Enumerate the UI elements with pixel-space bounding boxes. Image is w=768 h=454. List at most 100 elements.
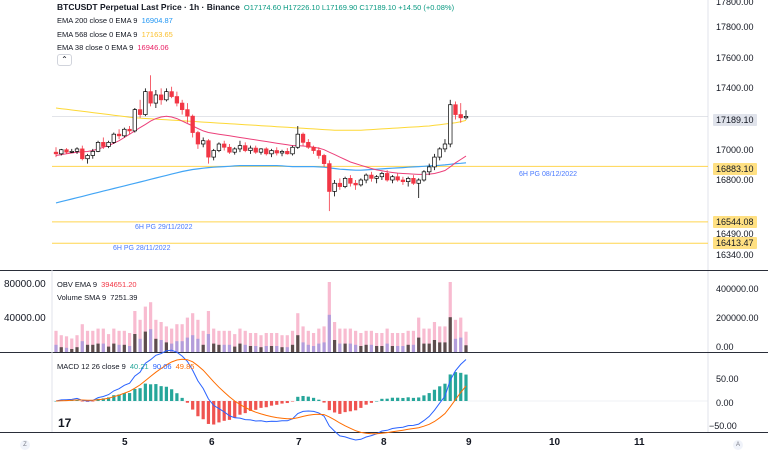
candle-down <box>411 178 416 184</box>
macd-histogram-bar <box>191 401 195 410</box>
time-tick: 7 <box>296 437 302 448</box>
level-price-badge: 16883.10 <box>713 163 757 175</box>
volume-overlay-bar <box>106 346 111 352</box>
macd-tick: 0.00 <box>716 398 734 408</box>
macd-histogram-bar <box>269 401 274 406</box>
candle-down <box>253 147 258 153</box>
price-tick: 17800.00 <box>716 0 754 7</box>
candle-up <box>463 115 469 119</box>
volume-overlay-bar <box>443 342 447 352</box>
candle-up <box>442 143 448 150</box>
legend-ema-200[interactable]: EMA 200 close 0 EMA 9 16904.87 <box>57 15 173 26</box>
volume-overlay-bar <box>343 343 347 352</box>
macd-histogram-bar <box>322 401 326 403</box>
timezone-corner-button[interactable]: Z <box>20 440 30 450</box>
volume-overlay-bar <box>138 338 142 352</box>
price-tick: 17600.00 <box>716 53 754 63</box>
legend-ema-38[interactable]: EMA 38 close 0 EMA 9 16946.06 <box>57 42 169 53</box>
candle-up <box>90 151 95 156</box>
ema-568-line <box>55 107 467 131</box>
legend-volume-sma[interactable]: Volume SMA 9 7251.39 <box>57 292 137 303</box>
price-tick: 16800.00 <box>716 175 754 185</box>
candle-up <box>448 104 453 145</box>
volume-bar <box>117 330 121 352</box>
volume-overlay-bar <box>122 344 126 352</box>
volume-bar <box>138 319 142 352</box>
volume-bar <box>385 328 389 352</box>
volume-bar <box>406 330 410 352</box>
macd-histogram-bar <box>154 384 158 401</box>
candle-down <box>222 143 227 148</box>
price-tick: 17400.00 <box>716 83 754 93</box>
volume-bar <box>143 306 147 352</box>
candle-down <box>300 133 306 143</box>
macd-histogram-bar <box>259 401 263 408</box>
volume-overlay-bar <box>396 346 400 352</box>
volume-bar <box>243 330 247 352</box>
volume-overlay-bar <box>285 347 289 352</box>
level-caption: 6H PG 08/12/2022 <box>519 171 577 178</box>
volume-bar <box>149 302 153 352</box>
level-caption: 6H PG 29/11/2022 <box>135 224 193 231</box>
tradingview-logo[interactable]: 17 <box>58 416 72 430</box>
candle-up <box>232 148 237 153</box>
level-price-badge: 16413.47 <box>713 237 757 249</box>
volume-overlay-bar <box>411 344 416 352</box>
legend-ema-568[interactable]: EMA 568 close 0 EMA 9 17163.65 <box>57 29 173 40</box>
volume-overlay-bar <box>348 343 352 352</box>
legend-collapse-button[interactable]: ⌃ <box>57 54 72 66</box>
candle-down <box>274 150 279 154</box>
macd-histogram-bar <box>306 396 310 401</box>
volume-overlay-bar <box>133 334 137 352</box>
volume-overlay-bar <box>327 314 331 352</box>
candle-down <box>400 179 406 182</box>
auto-scale-button[interactable]: A <box>733 440 743 450</box>
macd-histogram-bar <box>185 401 190 403</box>
candle-down <box>316 150 321 156</box>
macd-histogram-bar <box>348 401 352 412</box>
volume-bar <box>106 334 111 352</box>
macd-histogram-bar <box>117 394 121 401</box>
volume-bar <box>91 330 95 352</box>
ema-200-line <box>55 162 467 204</box>
candle-down <box>321 155 327 164</box>
time-tick: 10 <box>549 437 561 448</box>
volume-overlay-bar <box>280 347 284 352</box>
candle-down <box>353 182 358 186</box>
obv-tick: 400000.00 <box>716 284 759 294</box>
macd-histogram-bar <box>401 397 405 401</box>
macd-histogram-bar <box>80 401 84 402</box>
volume-overlay-bar <box>54 344 58 352</box>
volume-overlay-bar <box>143 331 147 352</box>
candle-down <box>227 146 232 153</box>
volume-overlay-bar <box>380 346 384 352</box>
legend-ema-200-value: 16904.87 <box>141 16 173 25</box>
volume-overlay-bar <box>59 347 63 352</box>
legend-ema-568-value: 17163.65 <box>141 30 173 39</box>
macd-histogram-bar <box>396 397 400 401</box>
volume-bar <box>185 317 190 352</box>
volume-overlay-bar <box>170 343 174 352</box>
volume-overlay-bar <box>390 346 395 352</box>
candle-down <box>169 91 174 97</box>
macd-histogram-bar <box>327 401 331 411</box>
symbol-title[interactable]: BTCUSDT Perpetual Last Price · 1h · Bina… <box>57 2 240 12</box>
macd-histogram-bar <box>254 401 258 410</box>
volume-bar <box>317 328 321 352</box>
candle-down <box>458 114 463 119</box>
candle-down <box>395 176 400 181</box>
legend-macd[interactable]: MACD 12 26 close 9 40.21 90.06 49.85 <box>57 361 194 372</box>
macd-histogram-bar <box>180 397 184 401</box>
macd-histogram-bar <box>406 397 410 401</box>
macd-histogram-bar <box>133 388 137 401</box>
volume-bar <box>411 330 416 352</box>
volume-bar <box>311 333 316 352</box>
volume-overlay-bar <box>196 338 200 352</box>
volume-bar <box>275 333 279 352</box>
legend-volume-sma-label: Volume SMA 9 <box>57 293 107 302</box>
volume-overlay-bar <box>427 343 431 352</box>
legend-obv[interactable]: OBV EMA 9 394651.20 <box>57 279 137 290</box>
candle-up <box>106 142 111 147</box>
